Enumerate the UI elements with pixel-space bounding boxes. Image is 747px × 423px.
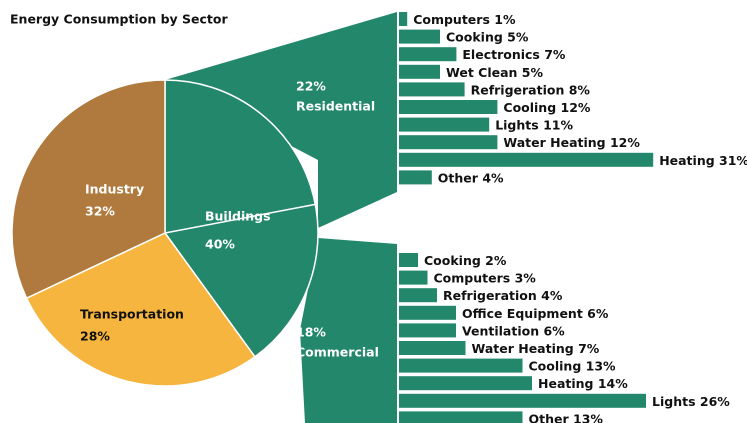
bar xyxy=(399,47,457,62)
bar-category: Cooking xyxy=(446,29,503,44)
slice-value: 32% xyxy=(85,204,115,219)
slice-label: Transportation xyxy=(80,307,184,322)
subdivision-line xyxy=(164,203,316,234)
bar-category: Electronics xyxy=(462,47,539,62)
bar xyxy=(399,270,428,285)
bar-category: Heating xyxy=(538,376,593,391)
bar-value: 2% xyxy=(485,253,507,268)
chart-title: Energy Consumption by Sector xyxy=(10,12,228,27)
bar-value: 4% xyxy=(541,288,563,303)
bar-value: 13% xyxy=(586,358,616,373)
slice-label: Industry xyxy=(85,182,144,197)
bar xyxy=(399,12,408,26)
bar-value: 14% xyxy=(598,376,628,391)
share-value: 18% xyxy=(296,325,326,340)
bar xyxy=(399,376,532,391)
residential-connector xyxy=(165,12,397,228)
bar-category: Cooling xyxy=(503,100,556,115)
bar-category: Other xyxy=(529,411,570,423)
bar-label: Cooking 5% xyxy=(446,29,529,44)
bar-value: 6% xyxy=(543,323,565,338)
bar-value: 4% xyxy=(482,170,504,185)
bar-label: Other 4% xyxy=(438,170,504,185)
bar xyxy=(399,135,498,150)
bar-category: Refrigeration xyxy=(443,288,537,303)
bar-label: Wet Clean 5% xyxy=(446,64,543,79)
bar-label: Electronics 7% xyxy=(462,47,566,62)
bar-value: 31% xyxy=(719,152,747,167)
bar xyxy=(399,82,465,97)
bar-label: Ventilation 6% xyxy=(462,323,565,338)
bar-category: Lights xyxy=(495,117,539,132)
bar xyxy=(399,393,646,408)
bar xyxy=(399,358,523,373)
bar-label: Other 13% xyxy=(529,411,604,423)
bar xyxy=(399,117,490,132)
bar-value: 26% xyxy=(700,393,730,408)
bar-value: 8% xyxy=(569,82,591,97)
bar-category: Computers xyxy=(413,12,490,27)
bar-label: Computers 3% xyxy=(434,270,537,285)
bar-value: 3% xyxy=(515,270,537,285)
bar-value: 1% xyxy=(494,12,516,27)
bar-value: 7% xyxy=(578,341,600,356)
share-name: Commercial xyxy=(296,345,379,360)
bar xyxy=(399,100,498,114)
bar xyxy=(399,305,456,320)
bar xyxy=(399,64,440,79)
bar-category: Cooking xyxy=(424,253,481,268)
bar-category: Heating xyxy=(659,152,714,167)
bar-category: Computers xyxy=(434,270,511,285)
bar-category: Cooling xyxy=(529,358,582,373)
bar xyxy=(399,170,432,185)
bar-value: 13% xyxy=(573,411,603,423)
bar xyxy=(399,323,456,338)
commercial-connector xyxy=(300,238,397,423)
bar xyxy=(399,411,523,423)
bar-category: Refrigeration xyxy=(471,82,565,97)
bar-label: Refrigeration 8% xyxy=(471,82,591,97)
slice-value: 28% xyxy=(80,329,110,344)
bar xyxy=(399,29,440,44)
bar-label: Office Equipment 6% xyxy=(462,305,609,320)
bar-category: Office Equipment xyxy=(462,305,583,320)
bar xyxy=(399,152,654,167)
bar-label: Refrigeration 4% xyxy=(443,288,563,303)
bar-category: Other xyxy=(438,170,479,185)
bar-label: Cooking 2% xyxy=(424,253,507,268)
bar-category: Lights xyxy=(652,393,696,408)
bar-category: Water Heating xyxy=(472,341,574,356)
bar-label: Heating 14% xyxy=(538,376,628,391)
bar xyxy=(399,341,466,355)
bar-label: Water Heating 7% xyxy=(472,341,600,356)
share-name: Residential xyxy=(296,99,375,114)
pie-slice xyxy=(25,232,256,387)
bar-value: 5% xyxy=(507,29,529,44)
bar-label: Heating 31% xyxy=(659,152,747,167)
bar-label: Lights 11% xyxy=(495,117,573,132)
bar-value: 7% xyxy=(544,47,566,62)
bar-category: Wet Clean xyxy=(446,64,517,79)
bar-category: Water Heating xyxy=(503,135,605,150)
bar-value: 12% xyxy=(610,135,640,150)
bar-value: 12% xyxy=(561,100,591,115)
bar-value: 11% xyxy=(543,117,573,132)
bar xyxy=(399,253,418,267)
slice-label: Buildings xyxy=(205,209,271,224)
share-value: 22% xyxy=(296,79,326,94)
bar-category: Ventilation xyxy=(462,323,539,338)
bar-label: Water Heating 12% xyxy=(503,135,640,150)
bar xyxy=(399,288,437,303)
pie-slice xyxy=(11,79,166,300)
slice-value: 40% xyxy=(205,237,235,252)
bar-value: 6% xyxy=(587,305,609,320)
bar-label: Computers 1% xyxy=(413,12,516,27)
bar-label: Lights 26% xyxy=(652,393,730,408)
bar-value: 5% xyxy=(522,64,544,79)
bar-label: Cooling 13% xyxy=(529,358,617,373)
bar-label: Cooling 12% xyxy=(503,100,591,115)
